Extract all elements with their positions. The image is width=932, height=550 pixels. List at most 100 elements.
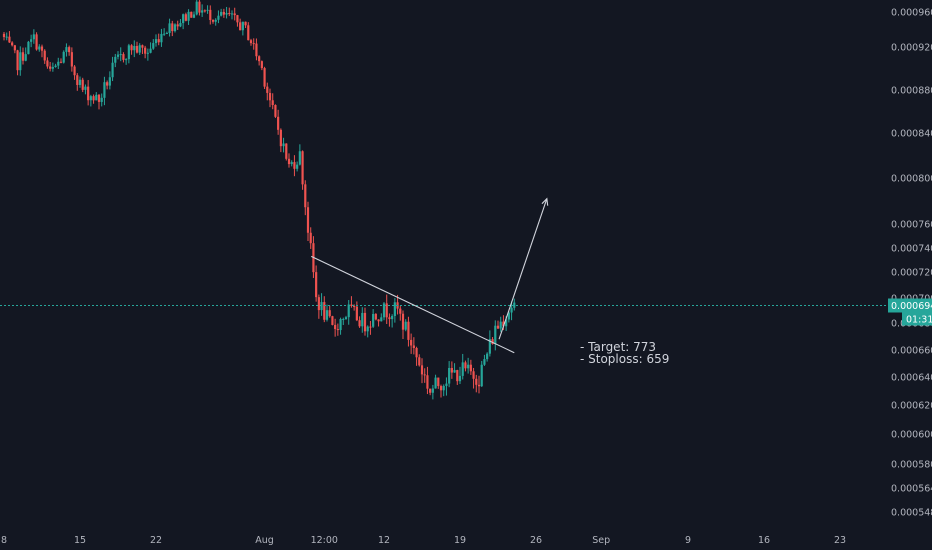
candle	[483, 354, 486, 366]
candle-body	[331, 316, 334, 325]
candle-body	[301, 151, 304, 185]
candle-body	[260, 61, 263, 69]
candle	[382, 302, 386, 321]
last-price-tag: 0.000694 01:31	[888, 298, 932, 326]
candle-body	[325, 310, 329, 320]
candle-body	[298, 151, 301, 165]
candle	[203, 9, 206, 13]
candle-body	[46, 60, 49, 67]
candle-body	[442, 385, 445, 391]
candle-body	[163, 33, 166, 35]
candle-body	[418, 357, 421, 366]
candle-body	[241, 21, 244, 31]
candle-body	[328, 310, 331, 317]
candle-body	[491, 339, 494, 344]
candle	[323, 296, 326, 323]
candle-body	[263, 68, 266, 87]
candle-body	[505, 319, 508, 327]
candle	[290, 160, 293, 167]
candle	[187, 9, 190, 25]
candle	[266, 82, 269, 101]
candle	[76, 73, 79, 91]
candle	[214, 18, 217, 26]
time-tick-label: 26	[530, 535, 542, 546]
candle-body	[65, 47, 68, 52]
candle	[496, 320, 500, 329]
price-axis[interactable]: 0.000960 0.000920 0.000880 0.000840 0.000800…	[891, 8, 932, 519]
last-price-label: 0.000694	[891, 301, 932, 312]
candle-body	[323, 302, 326, 320]
candle	[149, 42, 152, 54]
candle-body	[347, 304, 350, 318]
candle	[380, 313, 383, 322]
candle	[144, 45, 147, 59]
time-axis[interactable]: 8 15 22 Aug 12:00 12 19 26 Sep 9 16 23	[1, 535, 846, 546]
candle-body	[464, 362, 467, 369]
candle-body	[439, 386, 443, 391]
candle-body	[209, 9, 212, 20]
candle	[230, 10, 234, 20]
price-tick-label: 0.000760	[891, 220, 932, 231]
candle	[296, 161, 299, 172]
time-tick-label: 12	[378, 535, 390, 546]
candle	[339, 317, 342, 335]
candle	[228, 7, 231, 17]
candle-body	[317, 297, 320, 311]
candle	[209, 5, 212, 25]
candle	[198, 0, 201, 16]
candle-body	[24, 54, 27, 61]
candle	[87, 80, 90, 106]
candle	[154, 34, 158, 47]
candle	[38, 44, 41, 52]
candle-body	[230, 13, 234, 15]
candle-body	[412, 345, 415, 349]
price-tick-label: 0.000720	[891, 268, 932, 279]
candle-body	[217, 15, 220, 20]
candle-body	[353, 306, 356, 308]
candle-body	[116, 54, 120, 57]
candle	[260, 60, 263, 71]
candle	[347, 300, 350, 325]
candle	[353, 304, 356, 311]
candle-body	[141, 45, 144, 48]
candle	[2, 32, 6, 41]
time-tick-label: 23	[834, 535, 846, 546]
time-tick-label: 15	[74, 535, 86, 546]
candle	[241, 21, 244, 36]
candle	[97, 94, 101, 110]
candle-body	[342, 318, 345, 320]
candle	[190, 11, 193, 18]
annotation-text[interactable]: - Target: 773 - Stoploss: 659	[580, 340, 669, 366]
candle	[106, 80, 109, 90]
candle-body	[54, 65, 57, 68]
candle-body	[160, 33, 163, 43]
candle	[8, 31, 11, 43]
candle	[328, 305, 331, 318]
candle-body	[429, 388, 432, 393]
candle-body	[366, 326, 369, 332]
candle	[195, 0, 198, 16]
candle	[342, 317, 345, 325]
candle-body	[358, 320, 361, 327]
candle	[399, 305, 402, 321]
candle-body	[252, 43, 255, 45]
candle-body	[111, 62, 114, 78]
candle-body	[195, 1, 198, 15]
candle-body	[103, 82, 106, 98]
candle	[437, 377, 440, 389]
candle-body	[35, 34, 38, 50]
candle-body	[59, 61, 63, 63]
candle	[372, 309, 375, 328]
candle	[152, 39, 155, 50]
trendline[interactable]	[311, 255, 515, 354]
candle	[220, 8, 223, 17]
candle	[182, 13, 185, 30]
candle-body	[320, 302, 323, 311]
candle-body	[486, 353, 489, 360]
candle-body	[293, 162, 296, 169]
projection-arrow[interactable]	[498, 197, 549, 340]
candle	[84, 84, 87, 95]
candle-body	[5, 36, 8, 38]
candle	[70, 47, 73, 72]
